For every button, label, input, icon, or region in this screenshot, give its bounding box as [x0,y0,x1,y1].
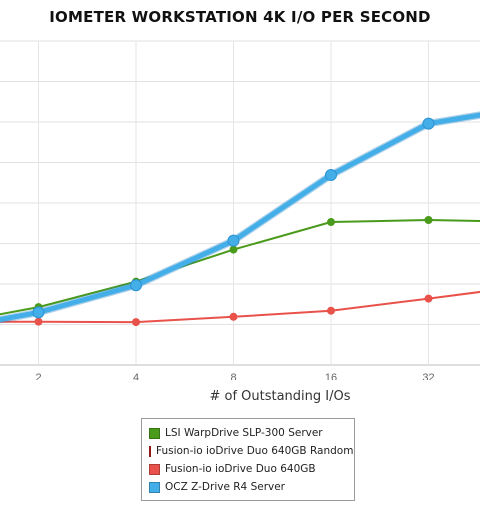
legend-item: LSI WarpDrive SLP-300 Server [149,424,346,442]
data-point [424,216,433,225]
data-point [130,279,142,292]
legend: LSI WarpDrive SLP-300 Server Fusion-io io… [141,418,355,501]
legend-item: OCZ Z-Drive R4 Server [149,478,346,496]
data-point [32,306,45,319]
data-point [132,318,140,327]
series-line [0,112,480,323]
x-tick-label: 4 [133,372,139,380]
data-point [422,117,435,130]
legend-swatch [149,481,160,493]
grid [0,40,480,366]
data-point [229,245,238,254]
series-3 [0,111,480,324]
x-axis: 2 4 8 16 32 [35,372,434,380]
data-point [325,169,337,182]
legend-label: OCZ Z-Drive R4 Server [165,481,286,493]
data-point [34,317,43,326]
legend-item: Fusion-io ioDrive Duo 640GB Random [149,442,353,460]
legend-label: Fusion-io ioDrive Duo 640GB [165,463,316,475]
data-point [327,306,335,315]
legend-item: Fusion-io ioDrive Duo 640GB [149,460,346,478]
series-layer [0,111,480,327]
legend-label: Fusion-io ioDrive Duo 640GB Random [156,445,354,457]
series-line-shadow [0,111,480,324]
x-tick-label: 32 [422,372,434,380]
data-point [227,234,240,247]
legend-swatch [149,463,160,475]
legend-swatch [149,445,151,457]
series-2 [0,290,480,327]
data-point [424,294,433,303]
legend-label: LSI WarpDrive SLP-300 Server [165,427,323,439]
x-tick-label: 2 [35,372,41,380]
x-tick-label: 8 [230,372,236,380]
data-point [229,312,238,321]
legend-swatch [149,427,160,439]
x-tick-label: 16 [325,372,337,380]
line-chart: 2 4 8 16 32 [0,40,480,380]
data-point [327,218,335,227]
x-axis-title: # of Outstanding I/Os [209,389,351,404]
chart-title: IOMETER WORKSTATION 4K I/O PER SECOND [49,8,431,26]
